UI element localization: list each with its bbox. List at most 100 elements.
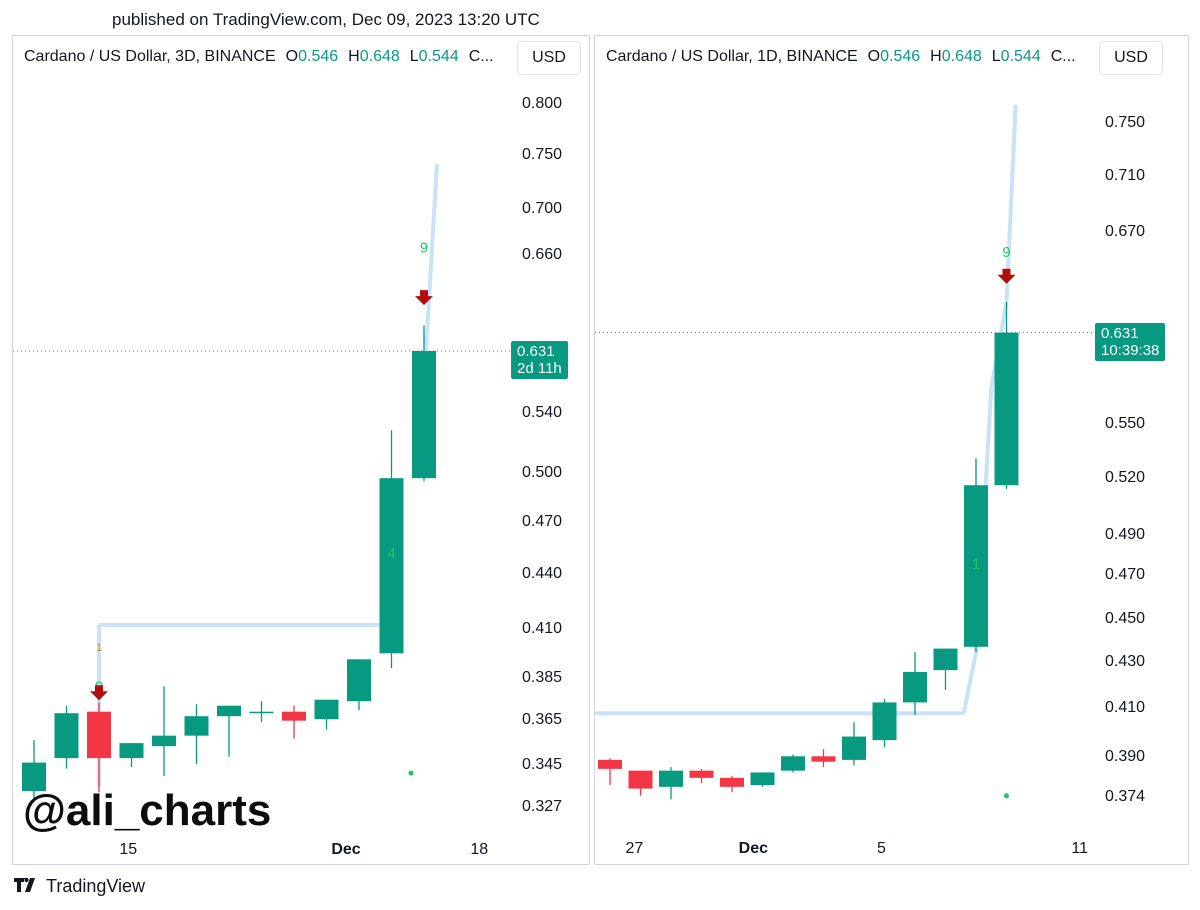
candle-body: [628, 770, 653, 789]
candle-body: [994, 332, 1019, 486]
signal-dot: [408, 770, 414, 776]
candle-body: [282, 711, 306, 721]
legend-high: 0.648: [359, 48, 400, 65]
legend-c-label: C...: [468, 48, 494, 65]
last-price-label: 0.631: [1101, 324, 1139, 342]
candle-body: [217, 705, 241, 717]
chart-panel-3d[interactable]: 0.8000.7500.7000.6600.5800.5400.5000.470…: [12, 35, 590, 865]
candle-body: [811, 756, 836, 762]
legend-title: Cardano / US Dollar, 3D, BINANCE: [24, 48, 276, 65]
candle-body: [689, 770, 714, 778]
candle-body: [152, 735, 176, 747]
legend-o-label: O: [867, 48, 881, 65]
candle-body: [750, 772, 775, 786]
signal-dot: [1004, 793, 1009, 799]
currency-button[interactable]: USD: [517, 41, 581, 75]
candle-body: [872, 702, 897, 741]
legend-1d: Cardano / US Dollar, 1D, BINANCE O0.546 H0…: [606, 48, 1076, 66]
y-tick-label: 0.540: [522, 404, 562, 421]
y-tick-label: 0.385: [522, 669, 562, 686]
legend-open: 0.546: [298, 48, 339, 65]
legend-l-label: L: [991, 48, 1001, 65]
y-tick-label: 0.670: [1105, 223, 1145, 240]
y-tick-label: 0.750: [522, 146, 562, 163]
y-tick-label: 0.800: [522, 95, 562, 112]
y-tick-label: 0.700: [522, 200, 562, 217]
y-tick-label: 0.710: [1105, 167, 1145, 184]
legend-open: 0.546: [880, 48, 921, 65]
candle-body: [314, 699, 339, 720]
count-label: 9: [420, 240, 428, 257]
candle-body: [119, 743, 144, 759]
y-tick-label: 0.500: [522, 464, 562, 481]
y-tick-label: 0.430: [1105, 653, 1145, 670]
last-price-tag: 0.631 2d 11h: [511, 340, 568, 379]
candle-body: [720, 777, 744, 787]
chart-canvas-3d[interactable]: 0.8000.7500.7000.6600.5800.5400.5000.470…: [13, 36, 589, 864]
x-tick-label: Dec: [331, 841, 360, 858]
y-tick-label: 0.490: [1105, 526, 1145, 543]
y-tick-label: 0.410: [1105, 699, 1145, 716]
legend-o-label: O: [285, 48, 299, 65]
y-tick-label: 0.750: [1105, 114, 1145, 131]
x-tick-label: 27: [626, 840, 644, 857]
y-tick-label: 0.550: [1105, 415, 1145, 432]
last-price-label: 0.631: [517, 342, 555, 360]
count-label: 9: [1002, 244, 1010, 261]
currency-button[interactable]: USD: [1099, 41, 1163, 75]
count-label: 1: [96, 642, 102, 654]
sell-arrow-icon: [997, 268, 1016, 284]
candle-body: [781, 756, 805, 771]
count-label: 4: [387, 545, 395, 562]
candle-body: [22, 762, 46, 792]
legend-3d: Cardano / US Dollar, 3D, BINANCE O0.546 H0…: [24, 48, 494, 66]
x-tick-label: 11: [1071, 840, 1088, 857]
trend-line: [422, 163, 439, 383]
footer-label: TradingView: [46, 876, 146, 896]
candle-body: [412, 350, 436, 479]
y-tick-label: 0.374: [1105, 788, 1145, 805]
sell-arrow-icon: [415, 290, 433, 306]
y-tick-label: 0.390: [1105, 748, 1145, 765]
chart-panel-1d[interactable]: 0.7500.7100.6700.5900.5500.5200.4900.470…: [594, 35, 1189, 865]
published-note: published on TradingView.com, Dec 09, 20…: [112, 10, 540, 29]
candle-body: [933, 648, 958, 671]
y-tick-label: 0.345: [522, 756, 562, 773]
footer-brand[interactable]: TradingView: [14, 876, 145, 897]
candle-body: [964, 485, 988, 647]
y-tick-label: 0.520: [1105, 469, 1145, 486]
candle-body: [379, 478, 404, 654]
y-tick-label: 0.410: [522, 620, 562, 637]
count-label: 1: [972, 556, 980, 573]
tradingview-logo-icon: [14, 876, 40, 897]
x-tick-label: 15: [119, 841, 137, 858]
author-watermark: @ali_charts: [23, 786, 272, 835]
chart-canvas-1d[interactable]: 0.7500.7100.6700.5900.5500.5200.4900.470…: [595, 36, 1188, 864]
countdown-label: 2d 11h: [517, 359, 562, 377]
candle-body: [54, 713, 79, 759]
candle-body: [598, 759, 622, 769]
candle-body: [249, 711, 274, 714]
candle-body: [842, 736, 866, 760]
last-price-tag: 0.631 10:39:38: [1095, 322, 1166, 361]
legend-low: 0.544: [1000, 48, 1041, 65]
y-tick-label: 0.327: [522, 798, 562, 815]
countdown-label: 10:39:38: [1101, 341, 1160, 359]
x-tick-label: Dec: [739, 840, 768, 857]
legend-h-label: H: [348, 48, 360, 65]
y-tick-label: 0.470: [1105, 566, 1145, 583]
candle-body: [87, 711, 111, 759]
legend-title: Cardano / US Dollar, 1D, BINANCE: [606, 48, 858, 65]
x-tick-label: 5: [877, 840, 886, 857]
y-tick-label: 0.470: [522, 513, 562, 530]
trend-line: [961, 104, 1018, 714]
y-tick-label: 0.450: [1105, 610, 1145, 627]
y-tick-label: 0.440: [522, 565, 562, 582]
x-tick-label: 18: [470, 841, 488, 858]
candle-body: [184, 716, 209, 736]
sell-arrow-icon: [90, 685, 108, 701]
y-tick-label: 0.365: [522, 711, 562, 728]
legend-l-label: L: [409, 48, 419, 65]
y-tick-label: 0.660: [522, 246, 562, 263]
candle-body: [903, 671, 927, 703]
